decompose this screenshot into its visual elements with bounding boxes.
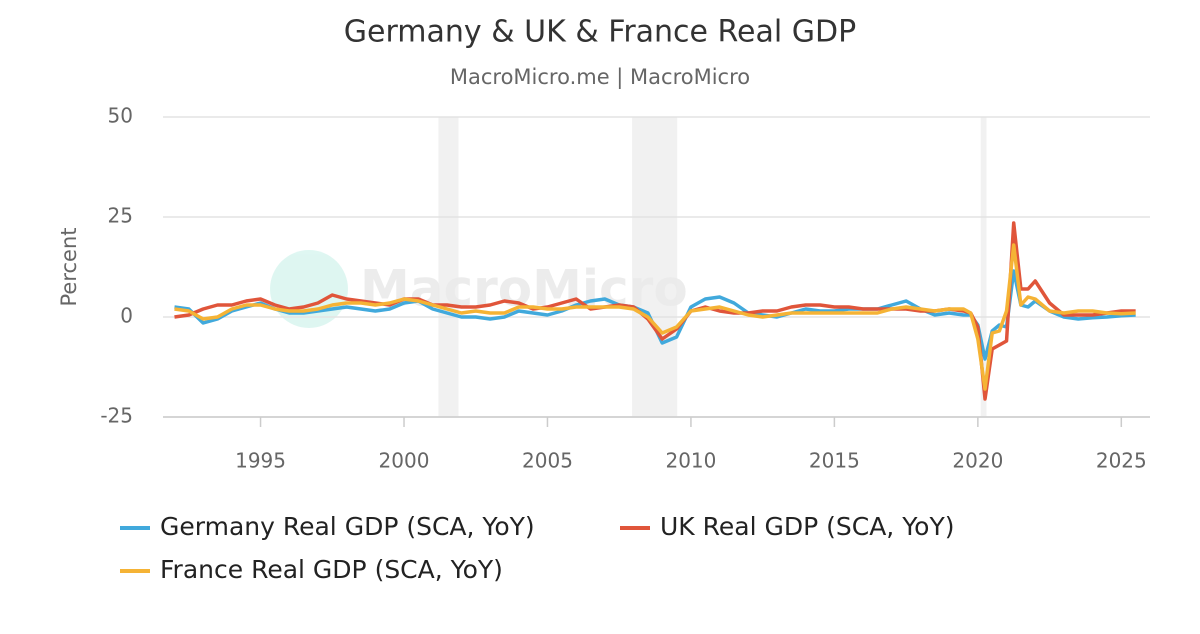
recession-band bbox=[438, 117, 459, 417]
x-tick-label: 2000 bbox=[379, 449, 430, 473]
legend-label: Germany Real GDP (SCA, YoY) bbox=[160, 512, 535, 541]
x-tick-label: 2020 bbox=[952, 449, 1003, 473]
series-line bbox=[174, 243, 1136, 391]
recession-band bbox=[980, 117, 987, 417]
x-tick-label: 2010 bbox=[665, 449, 716, 473]
recession-band bbox=[632, 117, 678, 417]
x-tick-label: 1995 bbox=[235, 449, 286, 473]
y-tick-label: 0 bbox=[120, 304, 133, 328]
x-tick-label: 2025 bbox=[1096, 449, 1147, 473]
y-tick-label: -25 bbox=[100, 404, 133, 428]
legend-label: France Real GDP (SCA, YoY) bbox=[160, 555, 503, 584]
legend-label: UK Real GDP (SCA, YoY) bbox=[660, 512, 954, 541]
x-tick-label: 2015 bbox=[809, 449, 860, 473]
series-line bbox=[174, 269, 1136, 361]
y-axis-label: Percent bbox=[57, 227, 81, 306]
x-tick-label: 2005 bbox=[522, 449, 573, 473]
y-tick-label: 50 bbox=[108, 104, 133, 128]
chart-subtitle: MacroMicro.me | MacroMicro bbox=[450, 65, 750, 90]
chart-title: Germany & UK & France Real GDP bbox=[344, 15, 856, 50]
y-tick-label: 25 bbox=[108, 204, 133, 228]
